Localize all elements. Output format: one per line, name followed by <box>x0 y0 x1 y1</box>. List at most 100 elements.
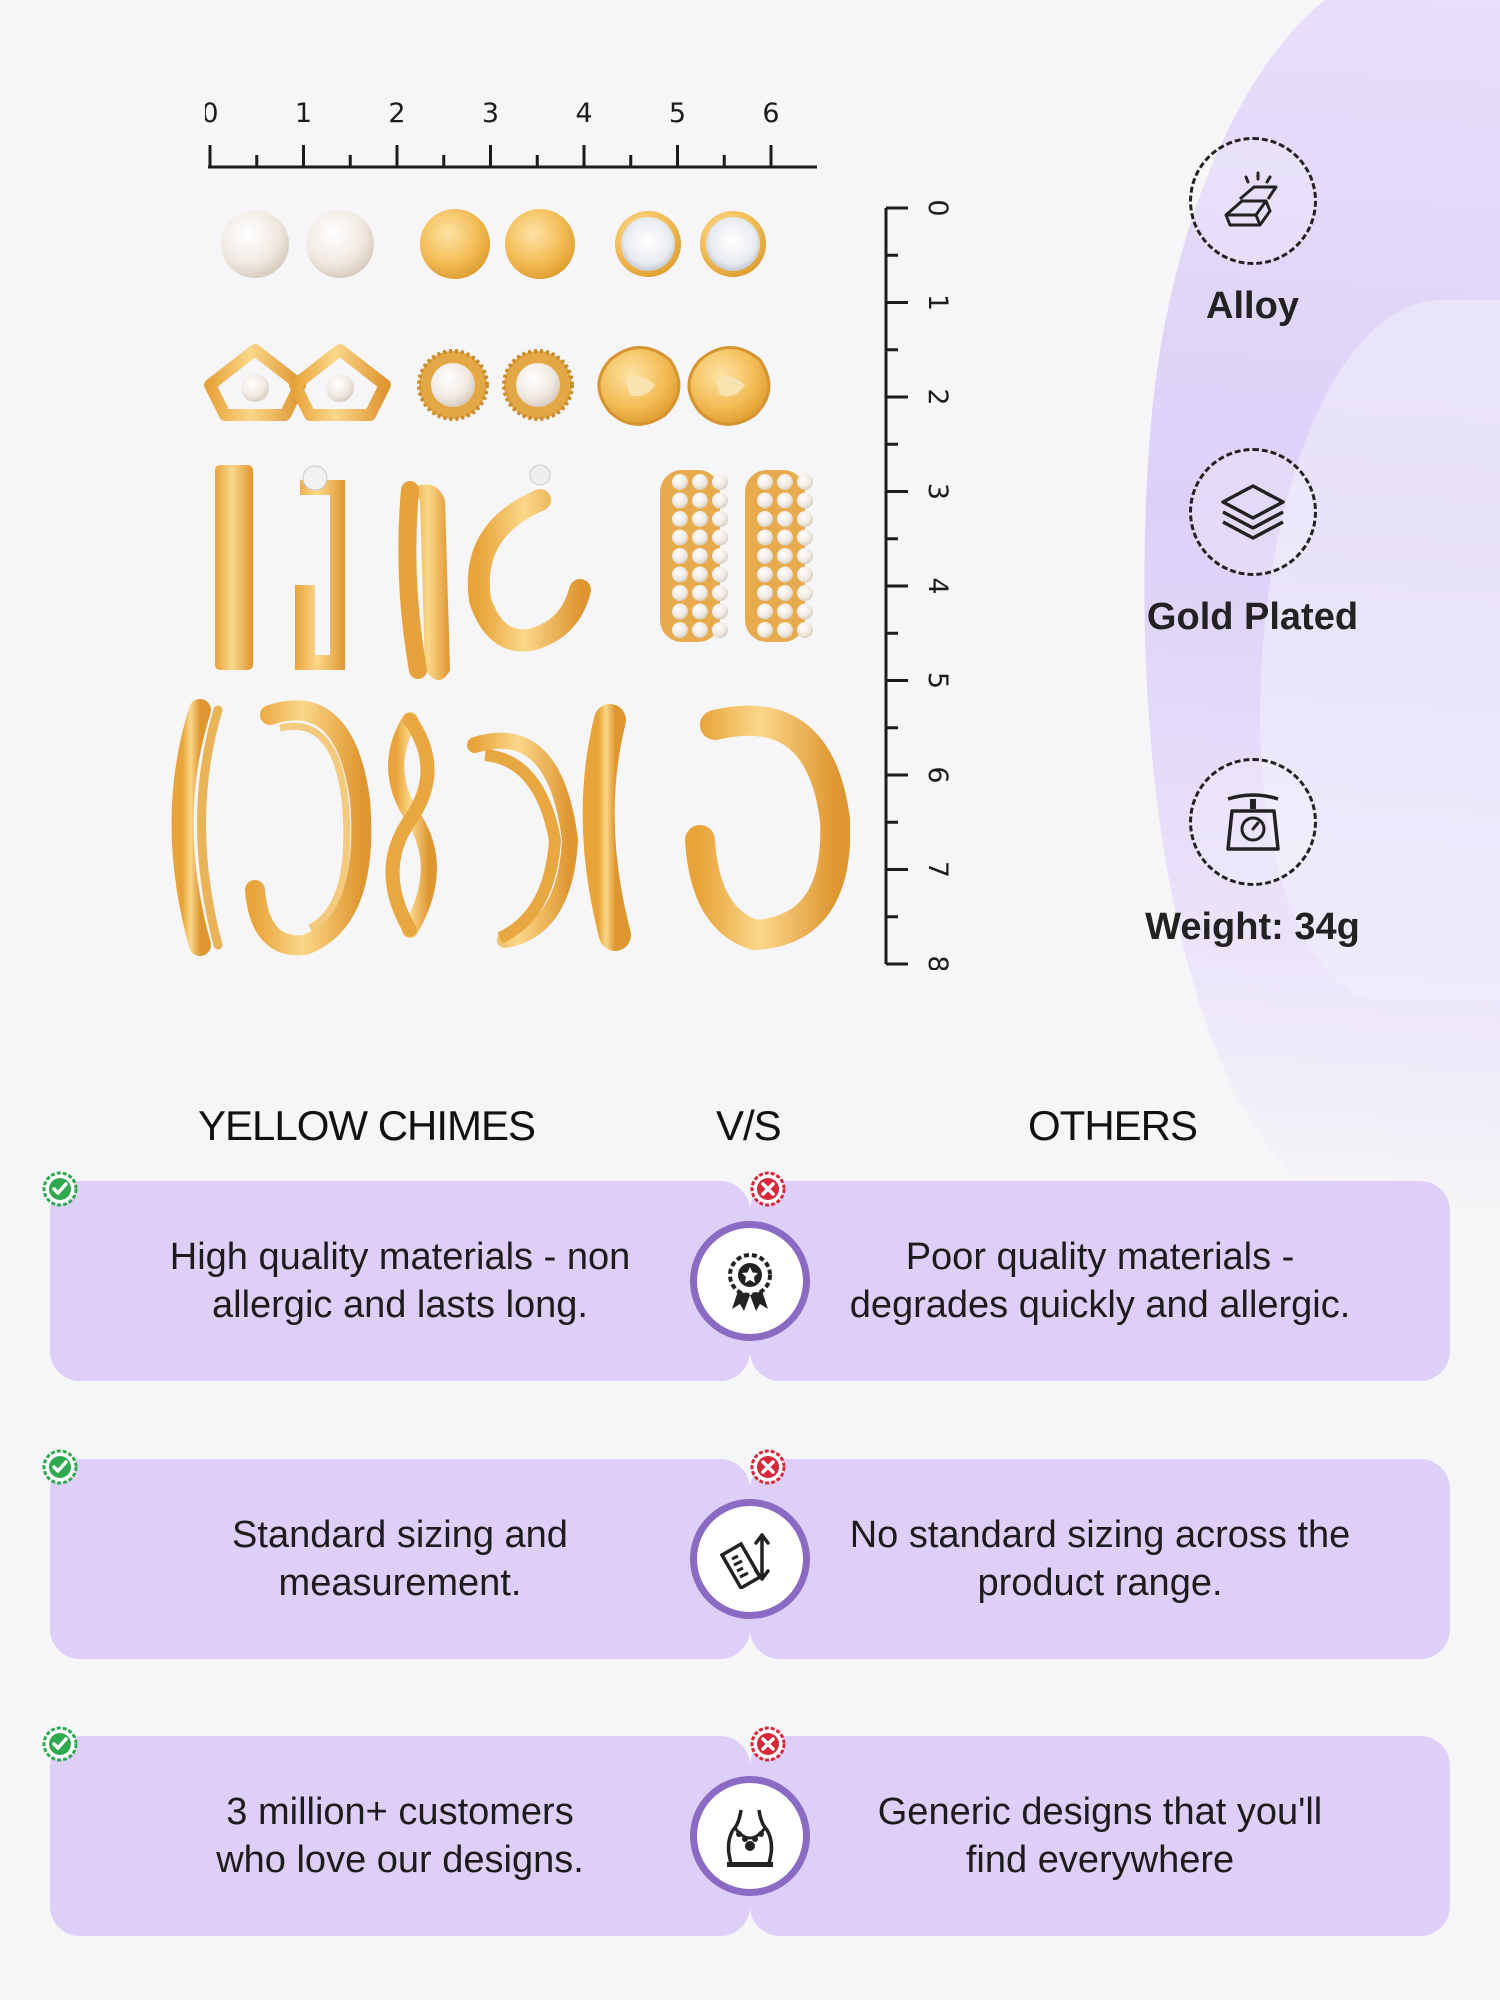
pearl-bead <box>712 622 728 638</box>
cross-icon <box>750 1449 786 1485</box>
pearl-bead <box>712 474 728 490</box>
vs-heading: V/S <box>716 1102 782 1149</box>
comparison-row: 3 million+ customers who love our designs… <box>42 1726 1450 1936</box>
pearl-bead <box>757 492 773 509</box>
pearl-bead <box>712 492 728 509</box>
ruler-tick-label: 3 <box>482 98 499 129</box>
others-point-line: find everywhere <box>965 1839 1235 1881</box>
pearl-bead <box>797 566 813 583</box>
pearl-bead <box>777 529 793 546</box>
feature-label: Gold Plated <box>1146 596 1359 638</box>
triangle-pearl-stud <box>289 344 391 421</box>
brand-point: High quality materials - non allergic and… <box>50 1181 750 1381</box>
pearl-bead <box>692 529 708 546</box>
others-point: Generic designs that you'll find everywhe… <box>750 1736 1450 1936</box>
others-point: Poor quality materials - degrades quickly… <box>750 1181 1450 1381</box>
pearl-bead <box>692 585 708 601</box>
pearl-bead <box>672 492 688 509</box>
pearl-bead <box>797 585 813 601</box>
pearl-bead <box>672 585 688 601</box>
ruler-tick-label: 6 <box>762 98 779 129</box>
pearl-bead <box>777 566 793 583</box>
ruler-tick-label: 5 <box>669 98 686 129</box>
brand-point-line: who love our designs. <box>216 1839 584 1881</box>
pearl-bead <box>692 603 708 620</box>
comparison-row: Standard sizing and measurement. No stand… <box>42 1449 1450 1659</box>
pearl-stud <box>306 210 374 278</box>
pearl-bead <box>777 603 793 620</box>
twisted-rope-hoop <box>467 732 579 948</box>
ruler-tick-label: 1 <box>922 294 953 311</box>
pearl-bead <box>712 585 728 601</box>
pearl-bead <box>672 511 688 527</box>
pearl-bead <box>692 622 708 638</box>
pearl-stud <box>221 210 289 278</box>
others-point-line: Poor quality materials - <box>905 1236 1295 1278</box>
ruler-measure-icon <box>690 1499 810 1619</box>
brand-point-line: allergic and lasts long. <box>212 1284 588 1326</box>
pearl-bead <box>757 511 773 527</box>
others-heading: OTHERS <box>1028 1102 1198 1149</box>
pearl-bead <box>757 603 773 620</box>
feature-label: Weight: 34g <box>1145 906 1360 948</box>
others-point-line: No standard sizing across the <box>849 1514 1351 1556</box>
pearl-cluster-hoop <box>660 470 720 642</box>
feature-weight: Weight: 34g <box>1130 758 1375 949</box>
pearl-cluster-hoop <box>745 470 805 642</box>
pearl-bead <box>797 603 813 620</box>
brand-heading: YELLOW CHIMES <box>198 1102 536 1149</box>
pearl-bead <box>672 566 688 583</box>
ruler-tick-label: 8 <box>922 955 953 970</box>
pearl-bead <box>797 529 813 546</box>
gold-tube-hoop <box>410 484 450 680</box>
pearl-bead <box>692 511 708 527</box>
others-point: No standard sizing across the product ran… <box>750 1459 1450 1659</box>
pearl-bead <box>712 529 728 546</box>
brand-point-line: Standard sizing and <box>232 1514 568 1556</box>
ruler-tick-label: 5 <box>922 672 953 689</box>
brand-point: 3 million+ customers who love our designs… <box>50 1736 750 1936</box>
ruler-tick-label: 2 <box>388 98 405 129</box>
ruler-tick-label: 6 <box>922 766 953 783</box>
pearl-bead <box>672 603 688 620</box>
others-point-line: degrades quickly and allergic. <box>849 1284 1351 1326</box>
pearl-bead <box>777 511 793 527</box>
ruler-tick-label: 0 <box>205 98 219 129</box>
pearl-bead <box>692 474 708 490</box>
pearl-bead <box>672 548 688 564</box>
brand-point-line: High quality materials - non <box>169 1236 631 1278</box>
feature-label: Alloy <box>1206 285 1299 327</box>
gold-ball-stud <box>505 209 575 279</box>
textured-double-hoop <box>171 699 211 956</box>
pearl-bead <box>712 511 728 527</box>
brand-point-line: measurement. <box>278 1562 522 1604</box>
check-icon <box>42 1171 78 1207</box>
weighing-scale-icon <box>1188 758 1317 886</box>
pearl-bead <box>797 492 813 509</box>
gold-ball-stud <box>420 209 490 279</box>
ruler-tick-label: 2 <box>922 388 953 405</box>
pearl-bead <box>797 474 813 490</box>
ruler-tick-label: 4 <box>922 577 953 594</box>
pearl-bead <box>757 474 773 490</box>
gold-bars-icon <box>1188 137 1317 265</box>
pearl-bead <box>692 548 708 564</box>
cross-icon <box>750 1171 786 1207</box>
pearl-bead <box>777 585 793 601</box>
pearl-bead <box>757 566 773 583</box>
earrings-product-image <box>171 209 850 956</box>
pearl-bead <box>797 622 813 638</box>
pearl-bead <box>672 474 688 490</box>
jewellery-bust-icon <box>690 1776 810 1896</box>
pearl-bead <box>777 548 793 564</box>
horizontal-ruler: 0 1 2 3 4 5 6 <box>205 98 817 169</box>
others-point-line: product range. <box>977 1562 1223 1604</box>
pearl-bead <box>777 622 793 638</box>
rectangle-bar-earring <box>295 480 345 670</box>
others-point-line: Generic designs that you'll <box>877 1791 1323 1833</box>
triangle-pearl-stud <box>204 344 306 421</box>
gold-open-hoop <box>467 489 591 652</box>
check-icon <box>42 1449 78 1485</box>
quality-badge-icon <box>690 1221 810 1341</box>
feature-finish: Gold Plated <box>1130 448 1375 639</box>
